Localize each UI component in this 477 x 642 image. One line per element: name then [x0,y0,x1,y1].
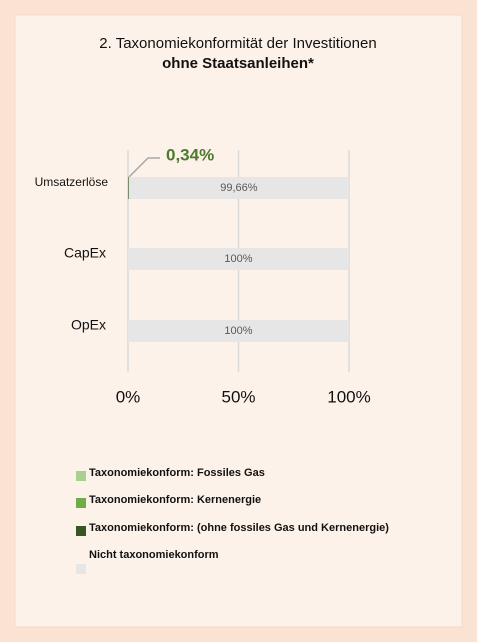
legend-swatch [76,564,86,574]
value-label: 100% [224,253,252,265]
y-tick-label: CapEx [64,245,106,261]
leader-line [128,157,160,178]
legend-label: Nicht taxonomiekonform [89,549,219,561]
bar-segment [128,248,349,270]
value-label: 0,34% [166,145,214,164]
legend-label: Taxonomiekonform: (ohne fossiles Gas und… [89,522,389,534]
legend-swatch [76,526,86,536]
legend-label: Taxonomiekonform: Fossiles Gas [89,467,265,479]
y-tick-label: OpEx [71,317,106,333]
legend-swatch [76,498,86,508]
x-tick-label: 50% [221,387,255,406]
chart-subtitle: ohne Staatsanleihen* [162,55,314,72]
bar-segment [128,177,349,199]
bar-segment [128,177,129,199]
bar-segment [128,320,349,342]
legend-label: Taxonomiekonform: Kernenergie [89,494,261,506]
value-label: 100% [224,325,252,337]
value-label: 99,66% [220,182,258,194]
legend-swatch [76,471,86,481]
y-tick-label: Umsatzerlöse [35,175,109,189]
x-tick-label: 0% [116,387,141,406]
x-tick-label: 100% [327,387,370,406]
chart-title: 2. Taxonomiekonformität der Investitione… [99,35,376,52]
